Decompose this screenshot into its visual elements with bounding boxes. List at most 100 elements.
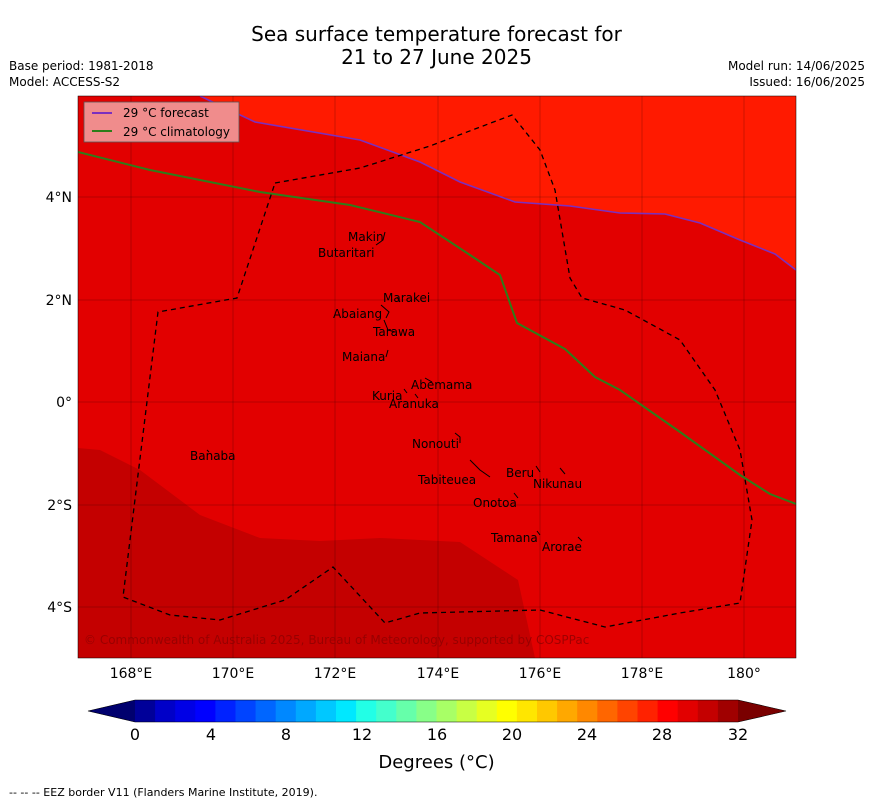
y-tick-label: 4°S [47, 600, 72, 616]
colorbar-extend-low [88, 700, 135, 722]
map-area: Makin Butaritari Marakei Abaiang Tarawa … [78, 96, 796, 658]
island-label-marakei: Marakei [383, 291, 430, 305]
colorbar-segment [396, 700, 417, 722]
legend: 29 °C forecast 29 °C climatology [83, 101, 240, 143]
colorbar-tick-label: 8 [281, 725, 291, 744]
island-mark-beru [535, 465, 541, 473]
island-label-maiana: Maiana [342, 350, 385, 364]
colorbar-segment [135, 700, 156, 722]
colorbar-segment [516, 700, 538, 722]
island-mark-onotoa [513, 492, 519, 499]
colorbar-segment [235, 700, 256, 722]
island-mark-arorae [577, 536, 583, 542]
colorbar-segment [195, 700, 216, 722]
colorbar-segment [537, 700, 558, 722]
island-mark-maiana [385, 349, 389, 358]
island-mark-makin [375, 231, 386, 246]
footer-note: -- -- -- EEZ border V11 (Flanders Marine… [9, 786, 318, 799]
island-mark-banaba [206, 449, 210, 453]
climatology-29c-contour [78, 151, 796, 505]
gridlines [78, 96, 796, 658]
island-mark-tarawa [383, 319, 396, 333]
y-tick-label: 2°S [47, 498, 72, 514]
colorbar-segment [336, 700, 357, 722]
colorbar-segment [717, 700, 739, 722]
island-label-beru: Beru [506, 466, 534, 480]
island-mark-nikunau [559, 467, 566, 475]
island-mark-kuria [403, 388, 408, 394]
island-mark-abemama [424, 377, 433, 383]
island-label-nikunau: Nikunau [533, 477, 582, 491]
island-label-aranuka: Aranuka [389, 397, 439, 411]
model-label: Model: ACCESS-S2 [9, 75, 121, 89]
colorbar-title: Degrees (°C) [378, 752, 495, 773]
island-label-tarawa: Tarawa [372, 325, 415, 339]
colorbar-segment [597, 700, 618, 722]
chart-title-line2: 21 to 27 June 2025 [341, 45, 532, 69]
y-tick-label: 4°N [46, 190, 72, 206]
island-label-kuria: Kuria [372, 389, 403, 403]
model-run-label: Model run: 14/06/2025 [727, 59, 865, 73]
legend-forecast-label: 29 °C forecast [123, 106, 209, 120]
colorbar-segment [275, 700, 297, 722]
colorbar-tick-label: 12 [352, 725, 372, 744]
colorbar-segment [356, 700, 377, 722]
island-mark-nonouti [454, 432, 461, 443]
sst-field-30-31 [78, 448, 535, 658]
colorbar-segment [255, 700, 277, 722]
forecast-29c-contour [199, 96, 796, 271]
base-period-label: Base period: 1981-2018 [9, 59, 154, 73]
x-tick-label: 178°E [621, 666, 664, 682]
colorbar-segment [617, 700, 638, 722]
colorbar-tick-label: 16 [427, 725, 447, 744]
x-tick-label: 180° [727, 666, 761, 682]
colorbar-tick-label: 4 [206, 725, 216, 744]
island-label-nonouti: Nonouti [412, 437, 459, 451]
island-mark-tamana [536, 530, 541, 536]
colorbar-tick-label: 28 [652, 725, 672, 744]
legend-climatology-label: 29 °C climatology [123, 125, 230, 139]
legend-box [83, 101, 240, 143]
x-tick-label: 176°E [519, 666, 562, 682]
colorbar-segment [476, 700, 498, 722]
colorbar-tick-label: 32 [728, 725, 748, 744]
island-label-banaba: Banaba [190, 449, 236, 463]
colorbar-segment [557, 700, 578, 722]
x-tick-label: 168°E [110, 666, 153, 682]
colorbar-segment [697, 700, 719, 722]
colorbar-segment [456, 700, 478, 722]
island-label-tabiteuea: Tabiteuea [417, 473, 476, 487]
meta-right: Model run: 14/06/2025 Issued: 16/06/2025 [728, 58, 865, 90]
eez-border [122, 114, 753, 628]
y-axis-ticks: 4°N 2°N 0° 2°S 4°S [46, 190, 73, 616]
colorbar-extend-high [738, 700, 786, 722]
colorbar-segment [637, 700, 658, 722]
island-label-tamana: Tamana [490, 531, 538, 545]
colorbar-segment [295, 700, 317, 722]
island-label-arorae: Arorae [542, 540, 582, 554]
colorbar-tick-label: 24 [577, 725, 597, 744]
colorbar-segment [376, 700, 397, 722]
colorbar [87, 699, 787, 723]
x-axis-ticks: 168°E 170°E 172°E 174°E 176°E 178°E 180° [110, 666, 761, 682]
colorbar-segment [215, 700, 236, 722]
x-tick-label: 170°E [212, 666, 255, 682]
colorbar-tick-label: 20 [502, 725, 522, 744]
island-label-butaritari: Butaritari [318, 246, 375, 260]
island-mark-abaiang [380, 304, 390, 319]
island-label-makin: Makin [348, 230, 384, 244]
island-mark-aranuka [414, 393, 419, 399]
chart-title-line1: Sea surface temperature forecast for [251, 22, 622, 46]
colorbar-segment [496, 700, 518, 722]
colorbar-segment [315, 700, 337, 722]
colorbar-tick-label: 0 [130, 725, 140, 744]
sst-field-28-29 [78, 96, 796, 270]
island-mark-marakei [396, 296, 401, 303]
colorbar-segment [657, 700, 679, 722]
island-marks [206, 231, 583, 542]
colorbar-segment [436, 700, 457, 722]
x-tick-label: 174°E [417, 666, 460, 682]
y-tick-label: 0° [56, 395, 72, 411]
colorbar-segment [677, 700, 699, 722]
island-mark-tabiteuea [469, 459, 491, 478]
